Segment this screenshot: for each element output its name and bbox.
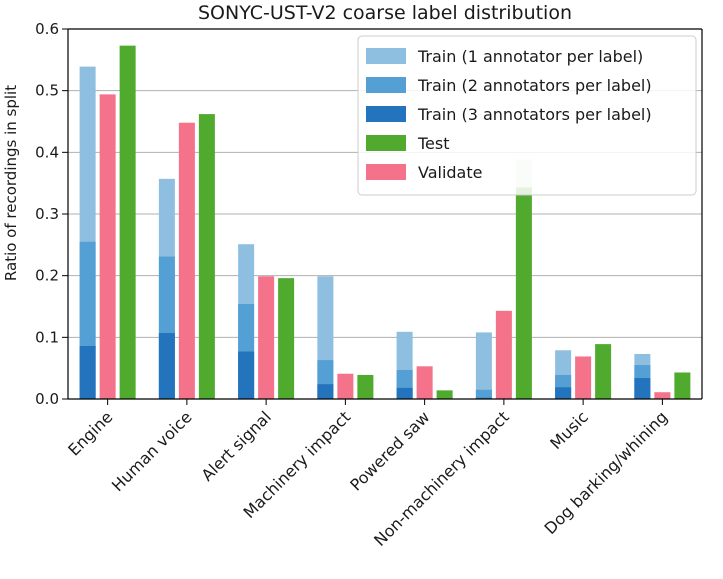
bar-train-1-annotator: [475, 332, 492, 399]
y-tick-label: 0.2: [35, 267, 59, 285]
legend-swatch: [366, 106, 406, 122]
x-tick-label: Human voice: [108, 407, 196, 495]
bar-train-2-annotators: [475, 389, 492, 399]
bar-validate: [99, 94, 116, 399]
bar-train-3-annotators: [396, 387, 413, 399]
bar-validate: [178, 122, 195, 399]
x-tick-label: Non-machinery impact: [370, 407, 513, 550]
bar-train-3-annotators: [158, 333, 175, 399]
bar-test: [278, 278, 295, 399]
y-tick-label: 0.4: [35, 143, 59, 161]
bar-train-3-annotators: [317, 384, 334, 399]
y-tick-label: 0.3: [35, 205, 59, 223]
bar-test: [198, 114, 215, 399]
bar-test: [119, 45, 136, 400]
legend: Train (1 annotator per label) Train (2 an…: [357, 35, 697, 196]
bar-validate: [416, 366, 433, 399]
legend-swatch: [366, 48, 406, 64]
bar-test: [674, 372, 691, 399]
y-tick-label: 0.0: [35, 390, 59, 408]
bar-train-3-annotators: [475, 397, 492, 399]
bar-train-3-annotators: [634, 378, 651, 399]
bar-validate: [654, 392, 671, 399]
x-tick-label: Powered saw: [346, 407, 433, 494]
bar-test: [595, 344, 612, 399]
legend-label: Train (2 annotators per label): [417, 76, 652, 95]
bar-test: [515, 187, 532, 399]
legend-swatch: [366, 164, 406, 180]
bar-validate: [258, 276, 275, 399]
bars: [79, 45, 691, 400]
legend-label: Test: [417, 134, 450, 153]
legend-label: Train (3 annotators per label): [417, 105, 652, 124]
bar-test: [357, 374, 374, 399]
x-tick-label: Engine: [64, 407, 116, 459]
x-tick-label: Alert signal: [198, 407, 275, 484]
bar-train-3-annotators: [238, 351, 255, 399]
legend-box: [357, 35, 697, 196]
x-tick-label: Music: [546, 407, 592, 453]
bar-test: [436, 390, 453, 399]
bar-validate: [337, 373, 354, 399]
y-ticks: 0.0 0.1 0.2 0.3 0.4 0.5 0.6: [35, 20, 68, 408]
legend-label: Validate: [418, 163, 482, 182]
bar-train-3-annotators: [79, 345, 96, 399]
y-axis-label: Ratio of recordings in split: [2, 85, 20, 281]
legend-swatch: [366, 135, 406, 151]
chart-title: SONYC-UST-V2 coarse label distribution: [198, 2, 572, 24]
bar-validate: [495, 310, 512, 399]
y-tick-label: 0.1: [35, 328, 59, 346]
legend-swatch: [366, 77, 406, 93]
y-tick-label: 0.6: [35, 20, 59, 38]
bar-validate: [575, 356, 592, 399]
y-tick-label: 0.5: [35, 82, 59, 100]
bar-train-3-annotators: [555, 387, 572, 399]
legend-label: Train (1 annotator per label): [417, 47, 643, 66]
